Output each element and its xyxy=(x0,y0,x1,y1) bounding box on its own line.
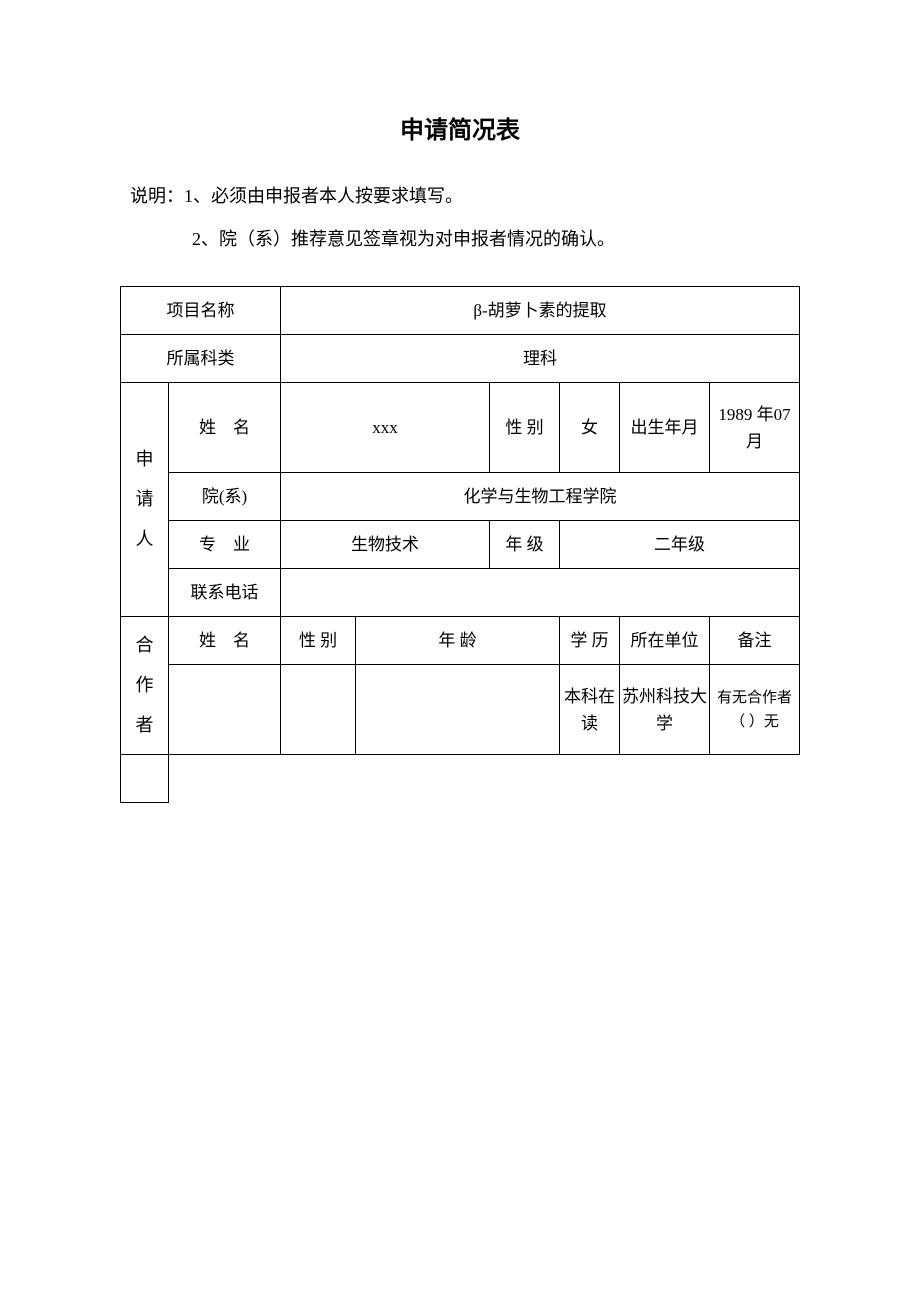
collab-name-value xyxy=(169,665,281,755)
applicant-name-value: xxx xyxy=(281,383,490,473)
collab-unit-value: 苏州科技大学 xyxy=(620,665,710,755)
category-value: 理科 xyxy=(281,335,800,383)
applicant-grade-label: 年 级 xyxy=(490,521,560,569)
collaborator-section-label: 合作者 xyxy=(121,617,169,755)
applicant-gender-label: 性 别 xyxy=(490,383,560,473)
applicant-major-label: 专 业 xyxy=(169,521,281,569)
applicant-birth-label: 出生年月 xyxy=(620,383,710,473)
instructions-block: 说明：1、必须由申报者本人按要求填写。 2、院（系）推荐意见签章视为对申报者情况… xyxy=(120,175,800,261)
collab-name-label: 姓 名 xyxy=(169,617,281,665)
stub-cell xyxy=(121,755,169,803)
collab-edu-label: 学 历 xyxy=(560,617,620,665)
applicant-phone-value xyxy=(281,569,800,617)
instruction-line-2: 2、院（系）推荐意见签章视为对申报者情况的确认。 xyxy=(130,218,800,261)
applicant-dept-label: 院(系) xyxy=(169,473,281,521)
instruction-text-1: 1、必须由申报者本人按要求填写。 xyxy=(184,186,463,206)
project-name-value: β-胡萝卜素的提取 xyxy=(281,287,800,335)
applicant-dept-value: 化学与生物工程学院 xyxy=(281,473,800,521)
collab-gender-value xyxy=(281,665,356,755)
application-table: 项目名称 β-胡萝卜素的提取 所属科类 理科 申请人 姓 名 xxx 性 别 女… xyxy=(120,286,800,803)
collab-edu-value: 本科在读 xyxy=(560,665,620,755)
applicant-phone-label: 联系电话 xyxy=(169,569,281,617)
collab-age-label: 年 龄 xyxy=(356,617,560,665)
collab-gender-label: 性 别 xyxy=(281,617,356,665)
project-name-label: 项目名称 xyxy=(121,287,281,335)
page-title: 申请简况表 xyxy=(120,110,800,145)
instruction-line-1: 说明：1、必须由申报者本人按要求填写。 xyxy=(130,175,800,218)
stub-empty xyxy=(169,755,800,803)
collab-note-value: 有无合作者（ ）无 xyxy=(710,665,800,755)
applicant-major-value: 生物技术 xyxy=(281,521,490,569)
instruction-prefix: 说明： xyxy=(130,186,184,206)
category-label: 所属科类 xyxy=(121,335,281,383)
collab-note-label: 备注 xyxy=(710,617,800,665)
applicant-gender-value: 女 xyxy=(560,383,620,473)
applicant-grade-value: 二年级 xyxy=(560,521,800,569)
applicant-name-label: 姓 名 xyxy=(169,383,281,473)
collab-unit-label: 所在单位 xyxy=(620,617,710,665)
applicant-section-label: 申请人 xyxy=(121,383,169,617)
collab-age-value xyxy=(356,665,560,755)
applicant-birth-value: 1989 年07 月 xyxy=(710,383,800,473)
